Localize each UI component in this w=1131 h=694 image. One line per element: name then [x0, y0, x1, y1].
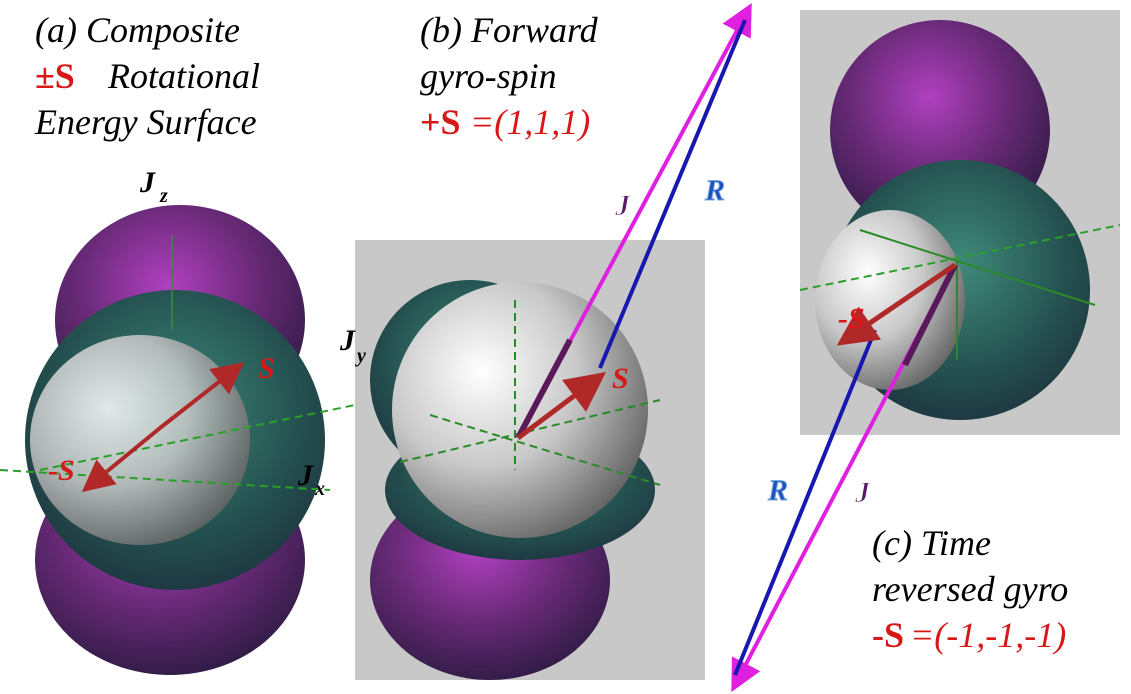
surface-a	[0, 205, 355, 675]
vector-label: J	[614, 189, 631, 222]
axis-sub: x	[314, 478, 325, 500]
title-symbol: ±S	[35, 56, 75, 96]
title-value: =(1,1,1)	[470, 102, 590, 142]
vector-label: R	[704, 174, 725, 207]
axis-sub: y	[355, 345, 366, 367]
vector-label: -S	[838, 302, 865, 335]
title-symbol: +S	[420, 102, 461, 142]
title-line: Rotational	[107, 56, 260, 96]
axis-label: J	[297, 459, 314, 492]
axis-label: J	[139, 166, 156, 199]
title-line: (a) Composite	[35, 10, 240, 50]
title-line: (c) Time	[872, 523, 991, 563]
title-line: reversed gyro	[872, 569, 1068, 609]
vector-label: -S	[48, 454, 75, 487]
title-line: gyro-spin	[420, 56, 557, 96]
vector-label: S	[612, 362, 629, 395]
title-symbol: -S	[872, 615, 904, 655]
vector-label: J	[854, 476, 871, 509]
diagram: (a) Composite ±S Rotational Energy Surfa…	[0, 0, 1131, 694]
title-line: (b) Forward	[420, 10, 599, 50]
vector-label: R	[767, 474, 788, 507]
axis-label: J	[339, 324, 356, 357]
title-value: =(-1,-1,-1)	[910, 615, 1066, 655]
vector-label: S	[258, 352, 275, 385]
axis-sub: z	[159, 185, 168, 207]
title-line: Energy Surface	[34, 102, 257, 142]
